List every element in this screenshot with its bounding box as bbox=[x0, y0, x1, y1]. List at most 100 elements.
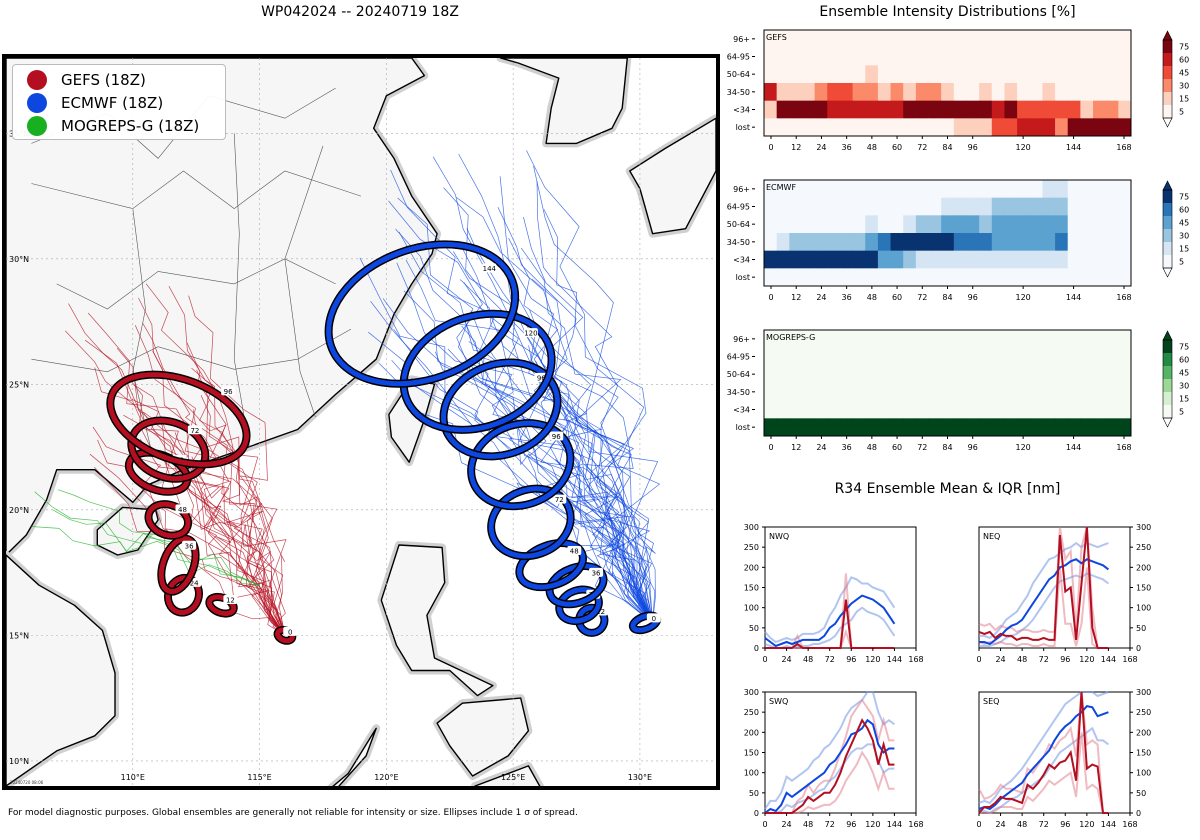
row-label: 96+ bbox=[733, 35, 750, 44]
heatmap-cell bbox=[941, 83, 955, 102]
heatmap-cell bbox=[801, 65, 816, 84]
x-tick-label: 168 bbox=[1116, 143, 1131, 152]
heatmap-cell bbox=[1118, 180, 1132, 199]
x-tick-label: 144 bbox=[1066, 143, 1081, 152]
heatmap-cell bbox=[776, 215, 790, 234]
heatmap-cell bbox=[915, 47, 930, 66]
ellipse-tau-label: 36 bbox=[185, 542, 194, 550]
heatmap-cell bbox=[1004, 365, 1018, 384]
heatmap-cell bbox=[1118, 30, 1132, 49]
colorbar-tick-label: 5 bbox=[1179, 408, 1184, 417]
gefs-dot-icon bbox=[27, 69, 47, 90]
colorbar-tick-label: 75 bbox=[1179, 343, 1189, 352]
palawan-coast bbox=[332, 727, 377, 786]
y-tick-label: 200 bbox=[1136, 563, 1151, 572]
heatmap-cell bbox=[1118, 215, 1132, 234]
heatmap-cell bbox=[991, 30, 1005, 49]
heatmap-cell bbox=[1055, 197, 1069, 216]
heatmap-cell bbox=[966, 250, 980, 269]
x-tick-label: 0 bbox=[976, 820, 981, 829]
heatmap-cell bbox=[827, 47, 841, 66]
heatmap-cell bbox=[877, 180, 892, 199]
heatmap-cell bbox=[1093, 418, 1107, 437]
heatmap-cell bbox=[1080, 180, 1094, 199]
heatmap-cell bbox=[991, 180, 1005, 199]
colorbar-tick-label: 45 bbox=[1179, 219, 1189, 228]
heatmap-cell bbox=[776, 65, 790, 84]
heatmap-cell bbox=[801, 47, 816, 66]
heatmap-cell bbox=[1067, 268, 1081, 287]
heatmap-cell bbox=[839, 268, 854, 287]
heatmap-cell bbox=[789, 65, 803, 84]
heatmap-cell bbox=[928, 347, 942, 366]
x-tick-label: 24 bbox=[995, 820, 1005, 829]
heatmap-cell bbox=[877, 268, 892, 287]
heatmap-cell bbox=[877, 250, 892, 269]
gefs-ellipse bbox=[146, 501, 191, 539]
heatmap-cell bbox=[991, 100, 1005, 119]
heatmap-cell bbox=[1105, 268, 1119, 287]
heatmap-cell bbox=[1004, 418, 1018, 437]
ecmwf-track bbox=[390, 169, 653, 623]
map-stamp: 20240720 08:06 bbox=[10, 780, 44, 785]
heatmap-cell bbox=[1042, 268, 1056, 287]
heatmap-cell bbox=[1004, 250, 1018, 269]
x-tick-label: 168 bbox=[1116, 443, 1131, 452]
heatmap-cell bbox=[865, 47, 879, 66]
heatmap-cell bbox=[827, 330, 841, 349]
heatmap-cell bbox=[877, 47, 892, 66]
heatmap-cell bbox=[953, 118, 967, 137]
heatmap-gefs: GEFS 96+ 64-95 50-64 34-50 <34 lost 0 12 24 36 48 60… bbox=[727, 29, 1189, 152]
heatmap-cell bbox=[852, 250, 866, 269]
heatmap-cell bbox=[776, 330, 790, 349]
gridlines bbox=[6, 58, 716, 786]
heatmap-cell bbox=[1017, 347, 1031, 366]
heatmap-cell bbox=[966, 383, 980, 402]
heatmap-cell bbox=[1055, 250, 1069, 269]
gefs-mean bbox=[978, 691, 1109, 814]
ecmwf-mean bbox=[764, 594, 896, 648]
heatmap-cell bbox=[1080, 30, 1094, 49]
heatmap-cell bbox=[1093, 400, 1107, 419]
heatmap-cell bbox=[941, 65, 955, 84]
heatmap-cell bbox=[966, 400, 980, 419]
heatmap-cell bbox=[1042, 83, 1056, 102]
heatmap-cell bbox=[1093, 83, 1107, 102]
colorbar-min-arrow bbox=[1162, 417, 1173, 428]
panel-label: NEQ bbox=[983, 532, 1000, 541]
heatmap-cell bbox=[966, 330, 980, 349]
ecmwf-mean bbox=[764, 718, 895, 814]
heatmap-cell bbox=[953, 365, 967, 384]
heatmap-cell bbox=[928, 400, 942, 419]
heatmap-cell bbox=[827, 365, 841, 384]
heatmap-cell bbox=[1080, 347, 1094, 366]
heatmap-cell bbox=[903, 418, 917, 437]
x-tick-label: 12 bbox=[791, 293, 801, 302]
colorbar-frame bbox=[1162, 339, 1173, 419]
heatmap-cell bbox=[776, 30, 790, 49]
heatmap-cell bbox=[890, 383, 904, 402]
ecmwf-track bbox=[526, 150, 653, 623]
heatmap-cell bbox=[814, 365, 828, 384]
colorbar-tick-label: 15 bbox=[1179, 395, 1189, 404]
heatmap-cell bbox=[814, 330, 828, 349]
heatmap-cell bbox=[953, 47, 967, 66]
heatmap-cell bbox=[1042, 330, 1056, 349]
colorbar-segment bbox=[1163, 255, 1172, 268]
r34-panel-neq: NEQ 0 24 48 72 96 120 144 168 0 50 100 150 200 250 300 bbox=[976, 523, 1151, 664]
heatmap-cell bbox=[966, 65, 980, 84]
heatmap-cell bbox=[764, 197, 778, 216]
heatmap-cell bbox=[1004, 180, 1018, 199]
heatmap-cell bbox=[890, 65, 904, 84]
heatmap-cell bbox=[903, 330, 917, 349]
heatmap-cell bbox=[1080, 83, 1094, 102]
heatmap-cell bbox=[776, 100, 790, 119]
heatmap-cell bbox=[1004, 400, 1018, 419]
heatmap-cell bbox=[991, 47, 1005, 66]
heatmap-cell bbox=[1055, 180, 1069, 199]
heatmap-cell bbox=[903, 347, 917, 366]
heatmap-cell bbox=[814, 83, 828, 102]
heatmap-cell bbox=[1055, 347, 1069, 366]
heatmap-cell bbox=[1042, 100, 1056, 119]
heatmap-cell bbox=[852, 347, 866, 366]
